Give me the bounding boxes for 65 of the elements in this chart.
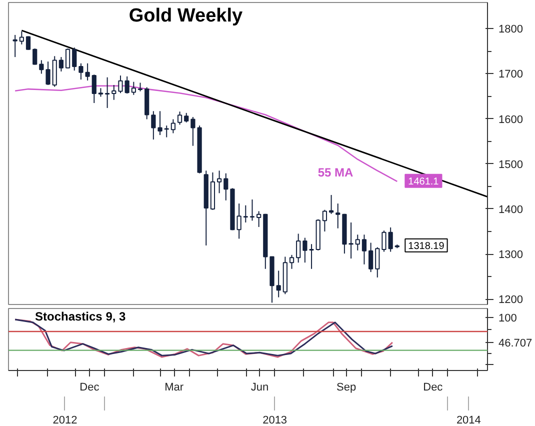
x2-tick-label: 2013 (262, 414, 288, 426)
annotation: 1461.1 (408, 176, 440, 188)
series-label: 55 MA (318, 165, 354, 180)
candlestick (328, 194, 334, 214)
candlestick (388, 226, 393, 252)
x2-tick-label: 2014 (456, 414, 481, 426)
candlestick (296, 233, 301, 264)
candlestick (112, 84, 116, 100)
x-tick-label: Sep (336, 382, 356, 394)
candlestick (92, 74, 96, 104)
candlestick (85, 62, 90, 81)
y-tick-label: 1600 (498, 114, 523, 126)
y-tick-label: 1500 (498, 158, 523, 171)
x-tick-label: Jun (250, 382, 269, 394)
candlestick (309, 244, 314, 270)
candlestick (118, 75, 123, 94)
candlestick (158, 110, 162, 136)
candlestick (164, 125, 169, 138)
chart-title: Stochastics 9, 3 (34, 310, 126, 324)
candlestick (336, 203, 340, 229)
x-tick-label: Dec (80, 382, 100, 394)
candlestick (276, 270, 281, 298)
candlestick (12, 34, 18, 58)
candlestick (322, 209, 328, 232)
y-tick-label: 1800 (498, 24, 523, 36)
candlestick (151, 110, 156, 140)
candlestick (362, 234, 367, 265)
x-tick-label: Dec (423, 382, 444, 394)
candlestick (177, 111, 182, 126)
annotation: 1318.19 (408, 240, 445, 252)
y-tick-label: 46.707 (498, 337, 532, 350)
y-tick-label: 1200 (498, 294, 523, 306)
candlestick (302, 237, 308, 264)
candlestick (355, 234, 360, 251)
candlestick (26, 36, 31, 50)
candlestick (131, 81, 136, 96)
candlestick (170, 118, 176, 134)
candlestick (190, 116, 196, 146)
candlestick (46, 61, 50, 86)
y-tick-label: 1300 (498, 249, 523, 262)
candlestick (243, 204, 248, 223)
candlestick (375, 246, 380, 278)
candlestick (72, 47, 77, 72)
candlestick (224, 172, 228, 201)
x-tick-label: Mar (164, 382, 184, 394)
candlestick (19, 30, 24, 45)
candlestick (32, 48, 38, 66)
candlestick (124, 76, 130, 94)
candlestick (78, 62, 84, 80)
candlestick (105, 76, 110, 108)
x2-tick-label: 2012 (52, 414, 78, 426)
candlestick (250, 198, 255, 222)
candlestick (382, 230, 386, 252)
candlestick (368, 242, 374, 273)
y-tick-label: 100 (498, 312, 517, 324)
candlestick (256, 210, 262, 228)
candlestick (39, 60, 44, 74)
y-tick-label: 1400 (498, 204, 523, 216)
candlestick (289, 254, 294, 270)
candlestick (65, 48, 70, 69)
candlestick (184, 112, 189, 123)
candlestick (216, 170, 222, 194)
chart-title: Gold Weekly (128, 6, 244, 26)
candlestick (58, 56, 64, 72)
y-tick-label: 1700 (498, 68, 523, 81)
